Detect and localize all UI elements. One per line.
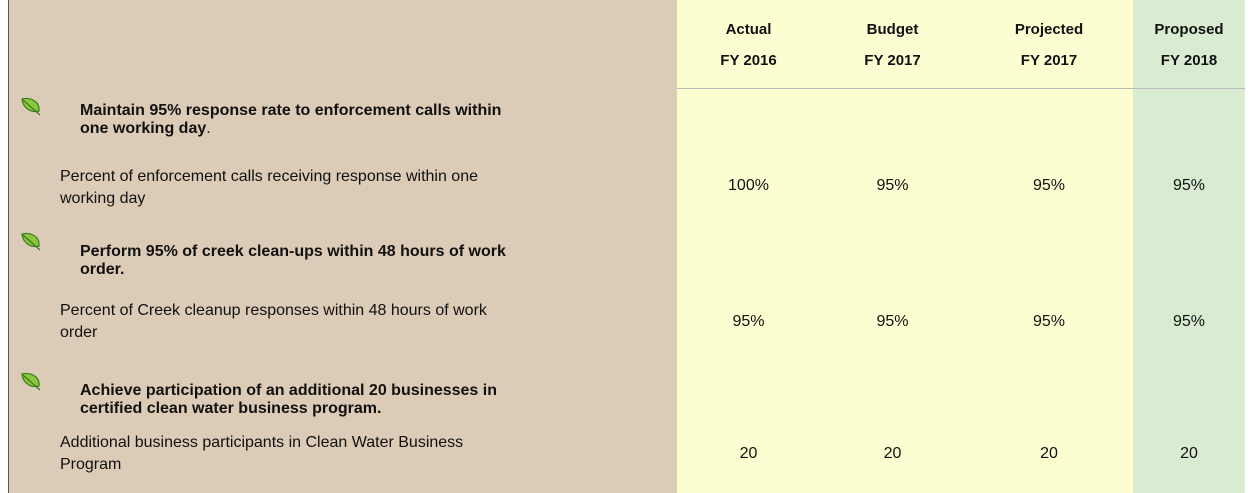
- goal-line: certified clean water business program.: [80, 400, 497, 418]
- leaf-icon: [21, 372, 41, 391]
- goal-span: Achieve participation of an additional 2…: [80, 382, 497, 399]
- goal-line: Perform 95% of creek clean-ups within 48…: [80, 243, 506, 261]
- measure-line: Percent of enforcement calls receiving r…: [60, 168, 478, 185]
- goal-line: Achieve participation of an additional 2…: [80, 382, 497, 400]
- value-cell: 100%: [728, 177, 769, 194]
- value-cell: 95%: [1032, 177, 1066, 194]
- value-cell: 95%: [1172, 177, 1206, 194]
- measure-line: Percent of Creek cleanup responses withi…: [60, 302, 487, 319]
- goal-line: one working day.: [80, 120, 501, 138]
- goal-text: Achieve participation of an additional 2…: [80, 382, 497, 418]
- measure-line: order: [60, 324, 98, 341]
- header-line: Projected: [1014, 21, 1084, 38]
- column-header: Projected FY 2017: [965, 14, 1133, 76]
- leaf-icon: [21, 97, 41, 116]
- goal-text: Perform 95% of creek clean-ups within 48…: [80, 243, 506, 279]
- leaf: [20, 232, 42, 252]
- label-column: [8, 0, 678, 493]
- goal-span: Maintain 95% response rate to enforcemen…: [80, 102, 502, 119]
- header-line: Budget: [866, 21, 919, 38]
- goal-span: Perform 95% of creek clean-ups within 48…: [80, 243, 506, 260]
- value-cell: 95%: [732, 313, 765, 330]
- value-cell: 95%: [876, 313, 909, 330]
- value-cell: 95%: [1032, 313, 1066, 330]
- value-cell: 95%: [876, 177, 909, 194]
- header-line: FY 2017: [1020, 52, 1078, 69]
- goal-text: Maintain 95% response rate to enforcemen…: [80, 102, 501, 138]
- goal-span: one working day: [80, 120, 207, 137]
- header-line: Actual: [725, 21, 772, 38]
- header-rule: [677, 88, 1245, 89]
- value-cell: 95%: [1172, 313, 1206, 330]
- measure-line: Program: [60, 456, 122, 473]
- proposed-column: [1133, 0, 1245, 493]
- data-columns: [677, 0, 1133, 493]
- goal-line: order.: [80, 261, 506, 279]
- measure-line: working day: [60, 190, 146, 207]
- goal-span: order.: [80, 261, 125, 278]
- goal-line: Maintain 95% response rate to enforcemen…: [80, 102, 501, 120]
- measure-line: Additional business participants in Clea…: [60, 434, 464, 451]
- header-line: FY 2018: [1160, 52, 1218, 69]
- leaf-icon: [21, 232, 41, 251]
- column-header: Actual FY 2016: [677, 14, 820, 76]
- value-cell: 20: [739, 445, 758, 462]
- leaf: [20, 372, 42, 392]
- value-cell: 20: [1180, 445, 1198, 462]
- column-header: Proposed FY 2018: [1133, 14, 1245, 76]
- leaf: [20, 97, 42, 117]
- value-cell: 20: [883, 445, 902, 462]
- column-header: Budget FY 2017: [820, 14, 965, 76]
- goal-span: certified clean water business program.: [80, 400, 382, 417]
- header-line: Proposed: [1154, 21, 1224, 38]
- measure-text: Additional business participants in Clea…: [60, 432, 463, 476]
- measure-text: Percent of Creek cleanup responses withi…: [60, 300, 487, 344]
- measure-text: Percent of enforcement calls receiving r…: [60, 166, 478, 210]
- header-line: FY 2017: [864, 52, 921, 69]
- value-cell: 20: [1040, 445, 1058, 462]
- goal-tail: .: [206, 120, 211, 137]
- header-line: FY 2016: [720, 52, 777, 69]
